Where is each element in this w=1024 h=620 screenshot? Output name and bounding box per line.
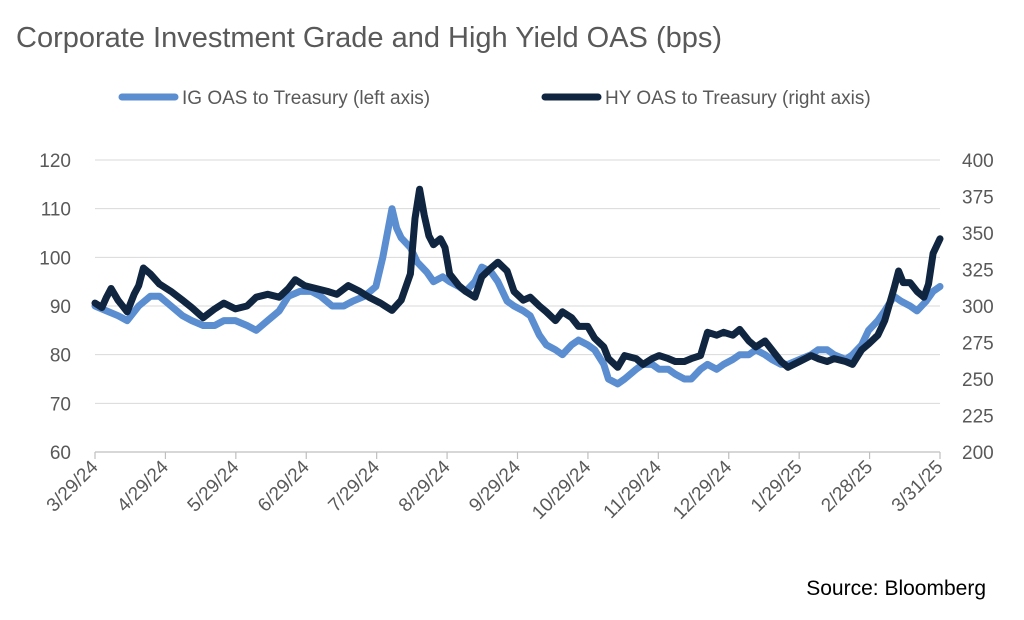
y-left-tick-label: 70 (50, 394, 71, 415)
y-left-tick-label: 60 (50, 443, 71, 464)
source-note: Source: Bloomberg (806, 577, 986, 600)
x-tick-label: 4/29/24 (113, 456, 173, 516)
y-right-tick-label: 350 (962, 224, 994, 245)
chart-title: Corporate Investment Grade and High Yiel… (16, 22, 722, 54)
x-tick-label: 11/29/24 (600, 456, 666, 522)
y-right-tick-label: 300 (962, 297, 994, 318)
x-tick-label: 8/29/24 (395, 456, 455, 516)
y-right-tick-label: 250 (962, 370, 994, 391)
x-tick-label: 10/29/24 (528, 456, 595, 523)
x-tick-label: 12/29/24 (669, 456, 736, 523)
x-tick-label: 3/31/25 (888, 457, 948, 517)
y-right-tick-label: 400 (962, 151, 994, 172)
legend: IG OAS to Treasury (left axis) HY OAS to… (118, 88, 871, 109)
x-tick-label: 2/28/25 (817, 457, 877, 517)
y-right-tick-label: 200 (962, 443, 994, 464)
x-tick-label: 9/29/24 (465, 456, 525, 516)
y-right-tick-label: 275 (962, 334, 994, 355)
y-right-tick-label: 325 (962, 261, 994, 282)
gridlines (95, 159, 940, 404)
legend-label-hy: HY OAS to Treasury (right axis) (605, 88, 871, 109)
series-line-hy (91, 185, 944, 371)
y-left-tick-label: 90 (50, 297, 71, 318)
x-tick-label: 5/29/24 (184, 456, 244, 516)
y-right-tick-label: 375 (962, 188, 994, 209)
y-left-tick-label: 80 (50, 346, 71, 367)
y-left-tick-label: 110 (41, 200, 71, 221)
y-axis-left: 60 70 80 90 100 110 120 (39, 151, 71, 464)
y-left-tick-label: 120 (39, 151, 71, 172)
x-axis: 3/29/24 4/29/24 5/29/24 6/29/24 7/29/24 8/29/… (43, 451, 948, 524)
y-left-tick-label: 100 (39, 248, 71, 269)
x-tick-label: 1/29/25 (747, 457, 807, 517)
x-tick-label: 7/29/24 (325, 456, 385, 516)
y-right-tick-label: 225 (962, 407, 994, 428)
y-axis-right: 200 225 250 275 300 325 350 375 400 (962, 151, 994, 464)
plot-series (91, 185, 944, 388)
x-tick-label: 6/29/24 (254, 456, 314, 516)
legend-label-ig: IG OAS to Treasury (left axis) (182, 88, 430, 109)
x-tick-label: 3/29/24 (43, 456, 103, 516)
